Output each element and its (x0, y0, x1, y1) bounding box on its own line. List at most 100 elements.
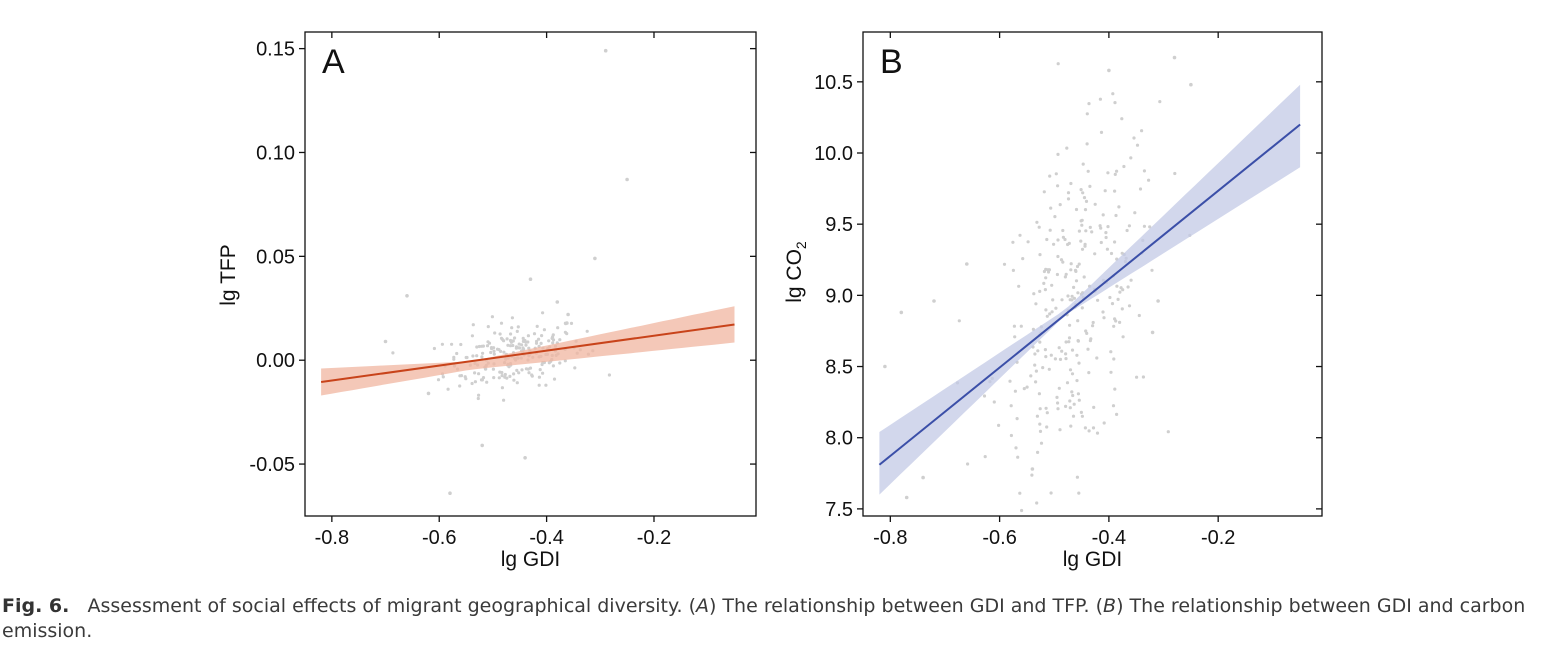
data-point (551, 364, 556, 368)
data-point (558, 338, 562, 342)
data-point (1121, 288, 1125, 292)
data-point (1137, 313, 1141, 318)
data-point (502, 350, 506, 354)
data-point (475, 345, 479, 349)
data-point (1072, 296, 1076, 300)
data-point (1071, 393, 1075, 398)
data-point (547, 339, 551, 343)
data-point (485, 380, 489, 384)
data-point (1009, 404, 1013, 408)
data-point (1126, 285, 1130, 289)
data-point (1173, 171, 1177, 176)
data-point (1045, 425, 1049, 429)
data-point (1140, 129, 1144, 133)
data-point (1138, 187, 1143, 191)
x-tick-label: -0.6 (422, 527, 456, 549)
data-point (1044, 276, 1048, 280)
data-point (1048, 312, 1052, 316)
data-point (492, 352, 496, 356)
data-point (1076, 339, 1080, 343)
data-point (450, 342, 454, 346)
y-tick-label: -0.05 (249, 454, 295, 476)
data-point (1033, 352, 1037, 356)
data-point (1112, 324, 1116, 328)
data-point (1026, 240, 1030, 244)
data-point (1075, 264, 1080, 269)
data-point (514, 345, 519, 349)
data-point (1087, 102, 1091, 106)
data-point (1158, 100, 1162, 104)
data-point (1093, 202, 1097, 206)
data-point (492, 349, 496, 353)
data-point (542, 328, 547, 332)
data-point (1083, 244, 1087, 248)
data-point (1098, 97, 1102, 101)
data-point (1083, 426, 1087, 430)
x-axis-title: lg GDI (1063, 548, 1123, 571)
data-point (1045, 411, 1049, 415)
data-point (1068, 368, 1073, 372)
data-point (1043, 348, 1047, 352)
data-point (497, 376, 501, 380)
y-tick-label: 0.00 (256, 350, 295, 372)
data-point (1101, 213, 1105, 217)
data-point (1079, 188, 1083, 192)
data-point (1057, 346, 1061, 350)
data-point (1088, 184, 1092, 188)
data-point (485, 344, 490, 348)
data-point (1115, 169, 1119, 173)
data-point (1092, 405, 1096, 409)
data-point (1042, 281, 1046, 285)
data-point (480, 344, 484, 348)
data-point (1095, 431, 1100, 435)
data-point (607, 373, 612, 377)
data-point (1015, 417, 1019, 421)
data-point (1066, 191, 1071, 195)
y-tick-label: 0.05 (256, 246, 295, 268)
data-point (1135, 143, 1140, 147)
data-point (585, 329, 589, 333)
data-point (1090, 230, 1094, 234)
x-tick-label: -0.8 (315, 527, 349, 549)
data-point (1082, 275, 1086, 279)
data-point (552, 377, 557, 381)
caption-text-1: Assessment of social effects of migrant … (87, 595, 696, 617)
data-point (1107, 68, 1111, 73)
data-point (1030, 473, 1034, 477)
data-point (470, 334, 474, 338)
data-point (1118, 290, 1122, 294)
panel-b: -0.8 -0.6 -0.4 -0.2 7.5 8.0 8.5 9.0 9.5 10.0 10.5 l… (783, 31, 1323, 571)
data-point (509, 332, 513, 336)
data-point (1034, 380, 1038, 384)
data-point (1117, 205, 1121, 209)
data-point (1101, 310, 1105, 314)
data-point (471, 354, 475, 358)
data-point (1044, 406, 1048, 410)
caption-text-2: ) The relationship between GDI and TFP. … (708, 595, 1104, 617)
data-point (534, 341, 539, 345)
data-point (1079, 410, 1083, 414)
data-point (1034, 369, 1038, 373)
data-point (1056, 62, 1060, 66)
fit-line (878, 123, 1301, 466)
data-point (1112, 357, 1116, 361)
data-point (527, 371, 531, 375)
data-point (1011, 240, 1015, 244)
data-point (1064, 340, 1068, 344)
x-tick-label: -0.4 (529, 527, 563, 549)
data-point (480, 443, 485, 448)
data-point (1060, 298, 1064, 302)
data-point (405, 294, 409, 298)
data-point (498, 332, 502, 336)
data-point (510, 326, 514, 330)
data-point (1106, 225, 1110, 229)
data-point (459, 342, 463, 347)
data-point (1069, 268, 1073, 272)
data-point (471, 323, 475, 327)
data-point (1080, 247, 1085, 251)
data-point (539, 341, 543, 345)
data-point (480, 378, 484, 382)
data-point (473, 371, 477, 375)
data-point (1075, 475, 1079, 479)
caption-text-3: ) The relationship between GDI and carbo… (2, 595, 1526, 642)
